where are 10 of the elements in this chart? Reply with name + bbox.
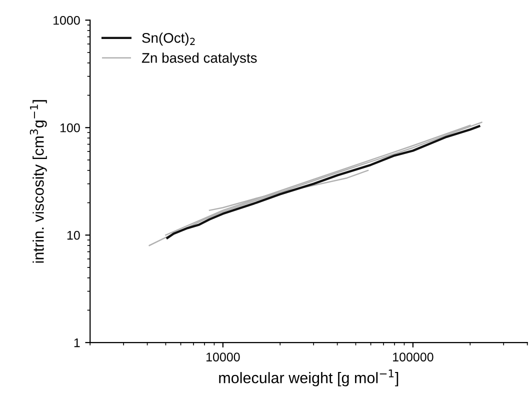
legend-label: Zn based catalysts xyxy=(142,52,257,66)
legend-label: Sn(Oct)$_{2}$ xyxy=(142,32,195,46)
x-tick-label: 100000 xyxy=(393,352,434,362)
x-tick-label: 10000 xyxy=(206,352,240,362)
y-tick-label: 100 xyxy=(60,123,80,132)
y-axis-title: intrin. viscosity [cm$^{3}$g$^{−1}$] xyxy=(30,100,47,263)
y-tick-label: 1 xyxy=(74,338,80,348)
y-tick-label: 1000 xyxy=(54,16,80,25)
y-tick-label: 10 xyxy=(67,230,80,240)
x-axis-title: molecular weight [g mol$^{−1}$] xyxy=(219,369,398,386)
